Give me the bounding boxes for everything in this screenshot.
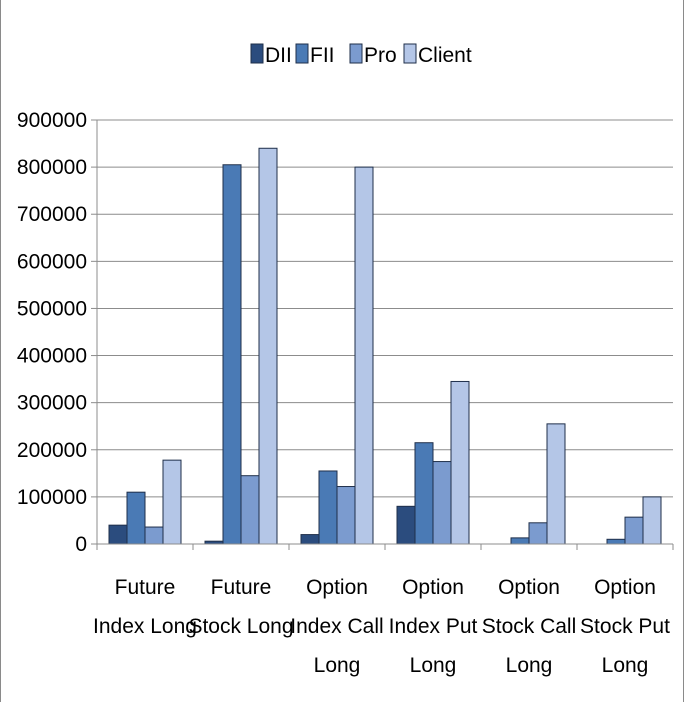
y-tick-label: 200000 (17, 439, 87, 462)
bar-fii (318, 470, 338, 545)
legend-swatch-client (403, 43, 417, 64)
legend: DII FII Pro Client (250, 43, 472, 67)
x-category-label: Option Stock Call Long (482, 576, 577, 677)
bar-dii (108, 524, 128, 545)
bar-client (450, 380, 470, 545)
bar-fii (222, 164, 242, 545)
y-tick-label: 800000 (17, 156, 87, 179)
axes (96, 120, 674, 550)
bar-fii (510, 537, 530, 545)
legend-swatch-fii (295, 43, 309, 64)
bar-client (354, 166, 374, 545)
y-tick-label: 400000 (17, 345, 87, 368)
bar-client (546, 423, 566, 545)
x-category-label: Option Index Put Long (389, 576, 478, 677)
bars (108, 147, 662, 545)
bar-dii (396, 505, 416, 545)
bar-pro (432, 461, 452, 545)
y-tick-label: 700000 (17, 203, 87, 226)
legend-label-client: Client (418, 44, 472, 67)
y-tick-label: 900000 (17, 109, 87, 132)
y-tick-label: 100000 (17, 486, 87, 509)
bar-pro (336, 486, 356, 545)
x-category-label: Future Index Long (93, 576, 197, 638)
bar-dii (300, 534, 320, 545)
x-category-label: Option Stock Put Long (580, 576, 670, 677)
x-category-label: Option Index Call Long (290, 576, 383, 677)
y-tick-label: 500000 (17, 297, 87, 320)
y-tick-label: 300000 (17, 392, 87, 415)
bar-pro (240, 475, 260, 545)
bar-client (162, 459, 182, 545)
bar-pro (624, 516, 644, 545)
bar-fii (414, 442, 434, 545)
legend-label-pro: Pro (364, 44, 397, 67)
bar-fii (606, 538, 626, 545)
bar-client (642, 496, 662, 545)
legend-swatch-dii (250, 43, 264, 64)
gridlines (97, 119, 673, 498)
bar-pro (528, 522, 548, 545)
legend-label-dii: DII (265, 44, 292, 67)
bar-fii (126, 491, 146, 545)
y-tick-label: 600000 (17, 250, 87, 273)
legend-swatch-pro (349, 43, 363, 64)
y-axis: 0 100000 200000 300000 400000 500000 600000 700… (17, 109, 97, 556)
y-tick-label: 0 (75, 533, 87, 556)
bar-client (258, 147, 278, 545)
legend-label-fii: FII (310, 44, 335, 67)
x-category-label: Future Stock Long (188, 576, 293, 638)
bar-pro (144, 526, 164, 545)
